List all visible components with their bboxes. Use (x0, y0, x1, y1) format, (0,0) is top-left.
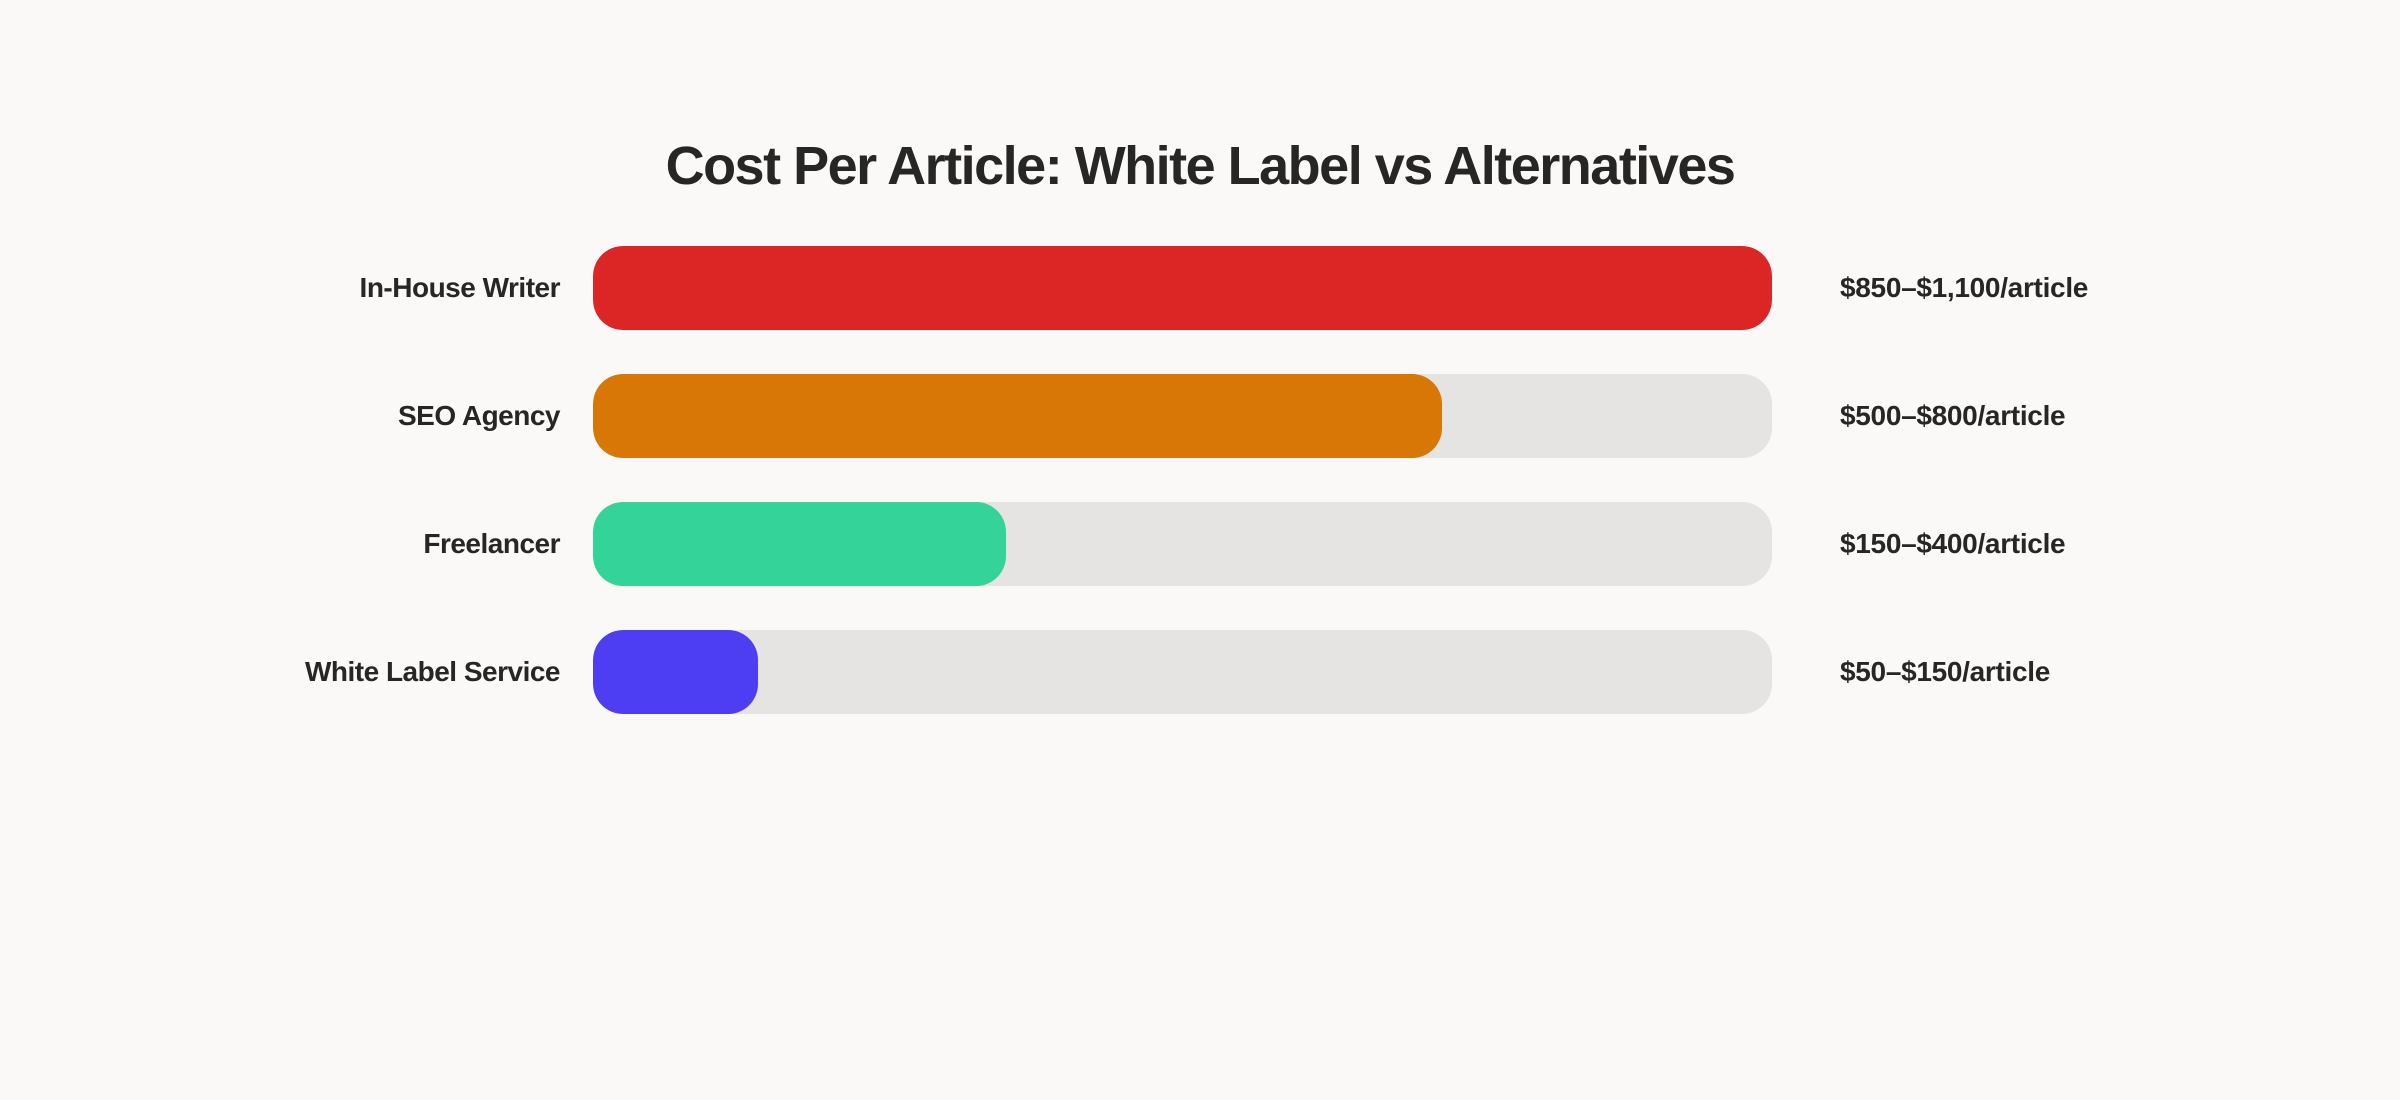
bar-fill (593, 630, 759, 714)
bar-row-2: SEO Agency $500–$800/article (0, 374, 2400, 458)
bar-fill (593, 502, 1006, 586)
bar-category-label: SEO Agency (397, 400, 561, 431)
bar-category-label: In-House Writer (359, 272, 561, 303)
bar-category-label: Freelancer (423, 528, 560, 559)
bar-fill (593, 246, 1772, 330)
bar-value-label: $500–$800/article (1840, 400, 2066, 431)
bar-track (593, 502, 1772, 586)
bar-value-label: $150–$400/article (1840, 528, 2066, 559)
bar-track (593, 630, 1772, 714)
bar-fill (593, 374, 1442, 458)
bar-track (593, 246, 1772, 330)
bar-value-label: $850–$1,100/article (1840, 272, 2089, 303)
bar-row-4: White Label Service $50–$150/article (0, 630, 2400, 714)
bar-track (593, 374, 1772, 458)
bar-row-3: Freelancer $150–$400/article (0, 502, 2400, 586)
bar-row-1: In-House Writer $850–$1,100/article (0, 246, 2400, 330)
cost-bar-chart: In-House Writer $850–$1,100/article SEO … (0, 246, 2400, 758)
bar-value-label: $50–$150/article (1840, 656, 2051, 687)
chart-title: Cost Per Article: White Label vs Alterna… (665, 136, 1736, 197)
bar-category-label: White Label Service (304, 656, 561, 687)
